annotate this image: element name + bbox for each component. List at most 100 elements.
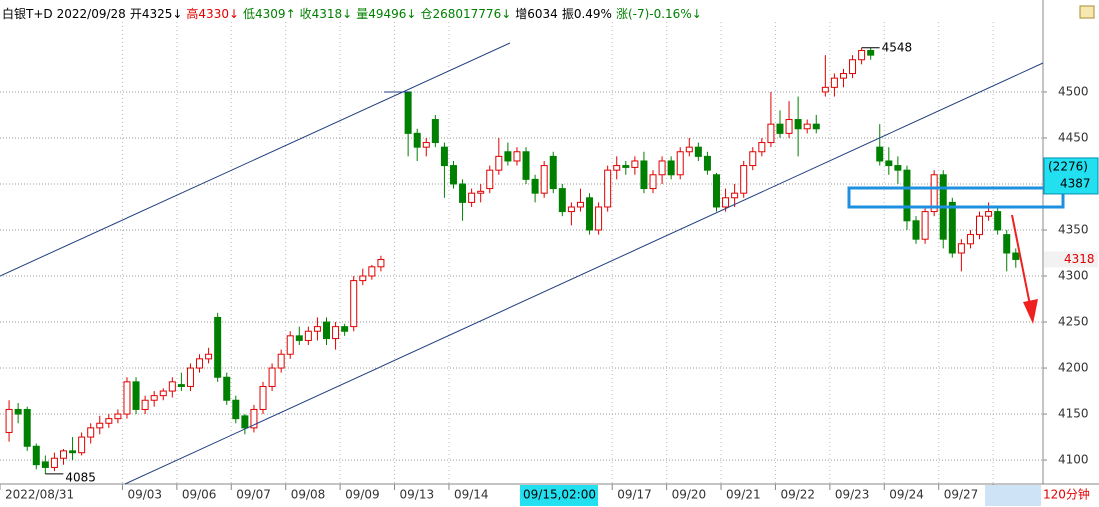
candle-body xyxy=(214,316,222,378)
candle-body xyxy=(295,335,303,341)
period-bg xyxy=(985,485,1041,506)
candle-body xyxy=(277,353,285,369)
candle-body xyxy=(948,201,956,254)
candle-body xyxy=(921,211,929,240)
candle-body xyxy=(858,50,866,61)
candle-body xyxy=(867,50,875,56)
x-tick-label: 09/07 xyxy=(236,488,271,502)
header-item: 白银T+D xyxy=(2,7,53,21)
x-tick-label: 09/22 xyxy=(780,488,815,502)
candle-body xyxy=(241,415,249,429)
candle-body xyxy=(595,206,603,231)
candle-body xyxy=(758,142,766,153)
candle-body xyxy=(513,151,521,162)
candle-body xyxy=(159,390,167,397)
cursor-x-label: 09/15,02:00 xyxy=(523,488,596,502)
candle-body xyxy=(640,160,648,190)
candle-body xyxy=(812,123,820,130)
x-tick-label: 2022/08/31 xyxy=(5,488,74,502)
candle-body xyxy=(976,215,984,236)
candle-body xyxy=(132,381,140,410)
candle-body xyxy=(105,418,113,424)
y-tick-label: 4350 xyxy=(1058,222,1089,236)
high-label: 4548 xyxy=(882,40,913,54)
header-item: 低4309↑ xyxy=(243,7,296,21)
channel-line xyxy=(0,42,511,277)
candle-body xyxy=(468,192,476,203)
candle-body xyxy=(622,165,630,168)
candle-body xyxy=(495,155,503,171)
candle-body xyxy=(586,197,594,231)
candle-body xyxy=(966,234,974,245)
y-tick-label: 4200 xyxy=(1058,361,1089,375)
candle-body xyxy=(531,178,539,194)
candle-body xyxy=(350,280,358,328)
header-item: 振0.49% xyxy=(561,7,612,21)
candle-body xyxy=(504,151,512,162)
candle-body xyxy=(740,165,748,194)
candle-body xyxy=(422,142,430,148)
candle-body xyxy=(304,330,312,341)
period-label: 120分钟 xyxy=(1043,487,1090,502)
candle-body xyxy=(776,123,784,134)
y-tick-label: 4150 xyxy=(1058,407,1089,421)
y-tick-label: 4300 xyxy=(1058,269,1089,283)
candle-body xyxy=(186,367,194,387)
candle-body xyxy=(232,399,240,420)
candle-body xyxy=(268,367,276,387)
candle-body xyxy=(558,188,566,213)
candle-body xyxy=(459,183,467,203)
candle-body xyxy=(440,146,448,167)
candle-body xyxy=(59,450,67,459)
x-tick-label: 09/17 xyxy=(617,488,652,502)
candle-body xyxy=(604,169,612,208)
header-item: 涨(-7)-0.16%↓ xyxy=(615,7,702,21)
candle-body xyxy=(141,399,149,410)
candle-body xyxy=(712,174,720,208)
candle-body xyxy=(5,408,13,433)
candle-body xyxy=(32,445,40,466)
candle-body xyxy=(876,146,884,162)
cursor-y-box xyxy=(1043,157,1099,195)
candle-body xyxy=(703,155,711,171)
candle-body xyxy=(50,457,58,468)
candle-body xyxy=(903,169,911,222)
candle-body xyxy=(449,165,457,185)
candle-body xyxy=(78,436,86,454)
header-item: 仓268017776↓ xyxy=(420,7,512,21)
candle-body xyxy=(522,151,530,180)
candle-body xyxy=(576,201,584,208)
candle-body xyxy=(994,211,1002,231)
header-item: 开4325↓ xyxy=(129,7,183,21)
candle-body xyxy=(205,353,213,360)
candle-body xyxy=(332,326,340,340)
arrow-head xyxy=(1023,299,1038,324)
x-tick-label: 09/21 xyxy=(726,488,761,502)
candle-body xyxy=(313,326,321,332)
last-price-bg xyxy=(1044,251,1098,268)
candle-body xyxy=(323,321,331,340)
candle-body xyxy=(1003,234,1011,254)
candle-body xyxy=(259,385,267,410)
candle-body xyxy=(685,146,693,153)
candle-body xyxy=(957,243,965,254)
cursor-y-label: 4387 xyxy=(1060,176,1091,190)
candle-body xyxy=(803,123,811,130)
candle-body xyxy=(849,59,857,75)
x-tick-label: 09/08 xyxy=(291,488,326,502)
candle-body xyxy=(676,151,684,176)
x-tick-label: 09/14 xyxy=(454,488,489,502)
candle-body xyxy=(649,174,657,190)
x-tick-label: 09/09 xyxy=(345,488,380,502)
x-tick-label: 09/20 xyxy=(672,488,707,502)
highlight-box xyxy=(847,186,1065,209)
candle-body xyxy=(985,211,993,217)
x-tick-label: 09/23 xyxy=(835,488,870,502)
candle-body xyxy=(930,174,938,213)
candle-body xyxy=(341,326,349,332)
candle-body xyxy=(912,220,920,240)
candle-body xyxy=(694,146,702,157)
x-tick-label: 09/06 xyxy=(182,488,217,502)
